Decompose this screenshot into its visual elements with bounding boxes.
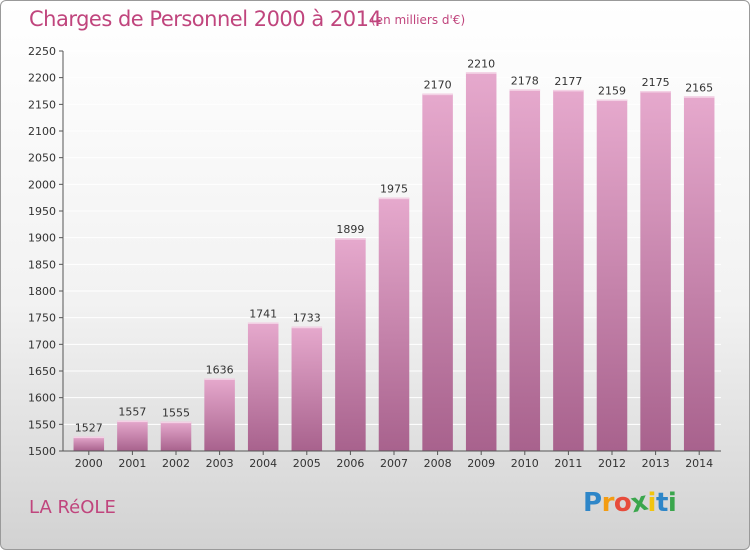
logo-letter: i: [667, 488, 677, 518]
x-tick-label: 2012: [598, 457, 626, 470]
y-tick-label: 2200: [28, 72, 56, 85]
bar-highlight: [247, 322, 279, 324]
logo-letter: r: [601, 488, 615, 518]
bar-2006: [335, 238, 366, 451]
bar-2000: [73, 436, 105, 451]
bar-2004: [247, 322, 279, 451]
bar-highlight: [640, 91, 671, 93]
data-label-2005: 1733: [293, 312, 321, 325]
data-label-2008: 2170: [424, 79, 452, 92]
commune-name: LA RéOLE: [29, 497, 116, 518]
x-tick-label: 2002: [162, 457, 190, 470]
bar-2014: [683, 96, 715, 451]
bar-highlight: [335, 238, 366, 240]
chart-subtitle: (en milliers d'€): [371, 13, 466, 27]
y-tick-label: 1750: [28, 312, 56, 325]
x-tick-label: 2013: [642, 457, 670, 470]
y-tick-label: 1800: [28, 285, 56, 298]
bar-highlight: [509, 89, 541, 91]
bar-2009: [465, 72, 497, 451]
bar-highlight: [378, 197, 410, 200]
bar-highlight: [465, 72, 497, 74]
data-label-2012: 2159: [598, 85, 626, 98]
x-tick-label: 2014: [685, 457, 713, 470]
x-tick-label: 2001: [118, 457, 146, 470]
bar-highlight: [683, 96, 715, 98]
bar-highlight: [204, 378, 235, 380]
logo-letter: t: [655, 488, 668, 518]
x-tick-label: 2000: [75, 457, 103, 470]
bar-highlight: [117, 420, 148, 423]
bar-highlight: [596, 99, 628, 102]
bar-highlight: [291, 326, 323, 329]
bar-2010: [509, 89, 541, 452]
bar-highlight: [73, 436, 105, 439]
bar-2007: [378, 197, 410, 451]
y-tick-label: 2150: [28, 98, 56, 111]
x-tick-label: 2007: [380, 457, 408, 470]
y-tick-label: 1850: [28, 258, 56, 271]
bar-2003: [204, 378, 235, 451]
bar-2013: [640, 91, 671, 451]
data-label-2007: 1975: [380, 183, 408, 196]
data-label-2006: 1899: [336, 223, 364, 236]
bar-highlight: [553, 89, 584, 92]
y-tick-label: 1700: [28, 338, 56, 351]
bar-2011: [553, 89, 584, 451]
logo-letter: o: [613, 488, 632, 518]
data-label-2009: 2210: [467, 57, 495, 70]
bar-2008: [422, 93, 453, 452]
y-tick-label: 2050: [28, 152, 56, 165]
y-tick-label: 1500: [28, 445, 56, 458]
data-label-2011: 2177: [554, 75, 582, 88]
x-tick-label: 2006: [336, 457, 364, 470]
bar-highlight: [422, 93, 453, 96]
x-tick-label: 2008: [424, 457, 452, 470]
proxiti-logo: Proxiti: [583, 487, 677, 520]
data-label-2000: 1527: [75, 422, 103, 435]
x-tick-label: 2004: [249, 457, 277, 470]
logo-letter: P: [583, 488, 602, 518]
y-tick-label: 1950: [28, 205, 56, 218]
bar-highlight: [160, 421, 192, 424]
x-tick-label: 2009: [467, 457, 495, 470]
bar-2012: [596, 99, 628, 452]
data-label-2002: 1555: [162, 407, 190, 420]
y-tick-label: 1650: [28, 365, 56, 378]
x-tick-label: 2011: [554, 457, 582, 470]
data-label-2001: 1557: [118, 406, 146, 419]
bar-2001: [117, 420, 148, 451]
y-tick-label: 2000: [28, 178, 56, 191]
logo-letter: i: [647, 488, 657, 518]
y-tick-label: 1900: [28, 232, 56, 245]
data-label-2014: 2165: [685, 81, 713, 94]
chart-title: Charges de Personnel 2000 à 2014: [29, 7, 382, 31]
bar-2005: [291, 326, 323, 451]
x-tick-label: 2005: [293, 457, 321, 470]
data-label-2010: 2178: [511, 74, 539, 87]
x-tick-label: 2010: [511, 457, 539, 470]
x-tick-label: 2003: [206, 457, 234, 470]
data-label-2004: 1741: [249, 307, 277, 320]
bar-2002: [160, 421, 192, 451]
y-tick-label: 2250: [28, 45, 56, 58]
y-tick-label: 1550: [28, 418, 56, 431]
y-tick-label: 1600: [28, 392, 56, 405]
data-label-2013: 2175: [642, 76, 670, 89]
y-tick-label: 2100: [28, 125, 56, 138]
data-label-2003: 1636: [206, 363, 234, 376]
